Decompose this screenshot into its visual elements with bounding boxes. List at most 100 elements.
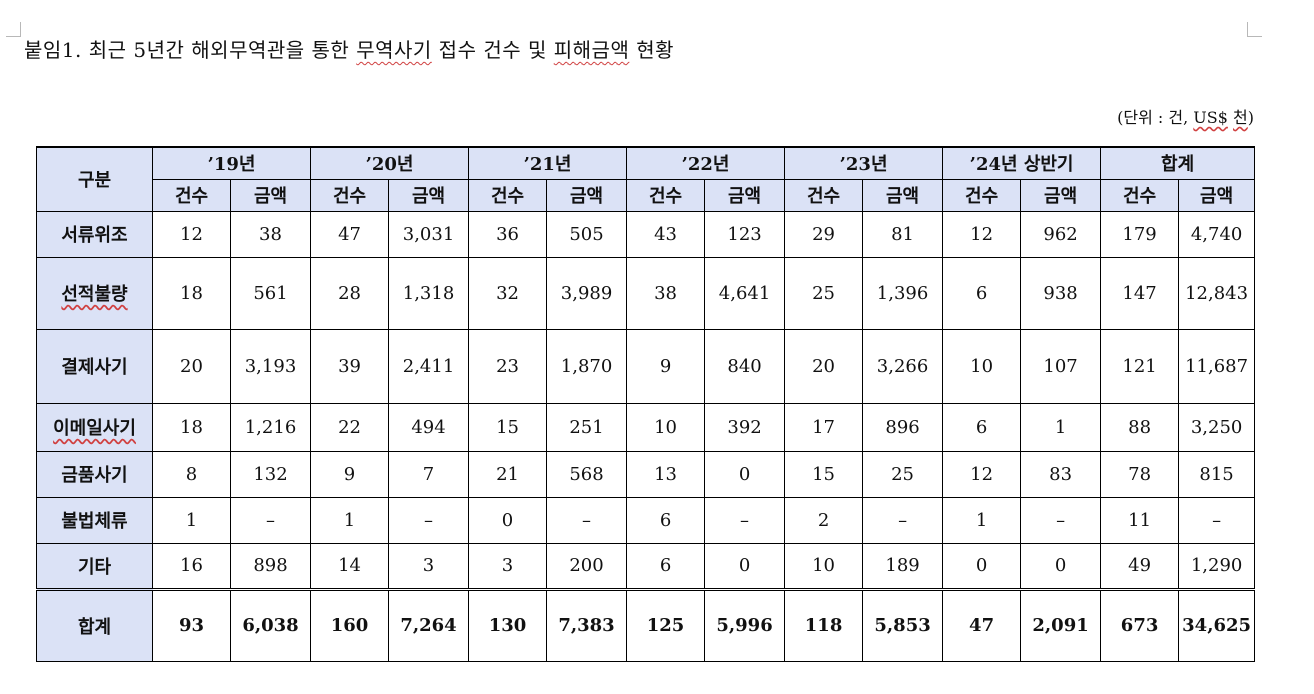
amount-cell: 840: [704, 328, 786, 404]
row-label: 서류위조: [36, 210, 153, 258]
table-row: 기타 16 898 14 3 3 200 6 0 10 189 0 0 49 1,290: [36, 542, 1256, 590]
amount-cell: 251: [546, 402, 628, 452]
amount-cell: 1: [1020, 402, 1102, 452]
amount-cell: 568: [546, 450, 628, 498]
total-count-cell: 125: [626, 587, 706, 662]
amount-cell: 123: [704, 210, 786, 258]
count-cell: 1: [310, 496, 390, 544]
count-cell: 1: [942, 496, 1022, 544]
total-count-cell: 118: [784, 587, 864, 662]
amount-cell: 0: [704, 450, 786, 498]
amount-cell: 3,989: [546, 256, 628, 330]
amount-cell: 505: [546, 210, 628, 258]
count-cell: 15: [784, 450, 864, 498]
amount-subheader: 금액: [388, 178, 470, 212]
amount-cell: –: [546, 496, 628, 544]
count-subheader: 건수: [468, 178, 548, 212]
count-cell: 29: [784, 210, 864, 258]
amount-cell: 3,193: [229, 328, 312, 404]
amount-cell: 2,411: [388, 328, 470, 404]
amount-cell: 962: [1020, 210, 1102, 258]
document-title: 붙임1. 최근 5년간 해외무역관을 통한 무역사기 접수 건수 및 피해금액 …: [24, 38, 675, 62]
row-label: 선적불량: [36, 256, 153, 330]
count-cell: 88: [1100, 402, 1180, 452]
amount-subheader: 금액: [546, 178, 628, 212]
count-cell: 17: [784, 402, 864, 452]
year-header: ’22년: [626, 146, 786, 180]
table-row: 선적불량 18 561 28 1,318 32 3,989 38 4,641 25 1,396 6 93…: [36, 256, 1256, 330]
amount-cell: 3,031: [388, 210, 470, 258]
amount-cell: 25: [862, 450, 944, 498]
count-cell: 14: [310, 542, 390, 590]
amount-cell: –: [1178, 496, 1256, 544]
total-header: 합계: [1100, 146, 1256, 180]
total-amount-cell: 7,264: [388, 587, 470, 662]
total-label: 합계: [36, 587, 153, 662]
amount-subheader: 금액: [229, 178, 312, 212]
year-header: ’24년 상반기: [942, 146, 1102, 180]
count-cell: 16: [152, 542, 231, 590]
count-cell: 8: [152, 450, 231, 498]
table-row: 결제사기 20 3,193 39 2,411 23 1,870 9 840 20 3,266 10 10…: [36, 328, 1256, 404]
amount-cell: 81: [862, 210, 944, 258]
amount-cell: 1,870: [546, 328, 628, 404]
amount-cell: 392: [704, 402, 786, 452]
count-cell: 15: [468, 402, 548, 452]
count-cell: 36: [468, 210, 548, 258]
count-cell: 18: [152, 402, 231, 452]
count-cell: 6: [626, 496, 706, 544]
amount-cell: 189: [862, 542, 944, 590]
count-cell: 13: [626, 450, 706, 498]
row-label: 금품사기: [36, 450, 153, 498]
amount-subheader: 금액: [1020, 178, 1102, 212]
amount-cell: 815: [1178, 450, 1256, 498]
count-cell: 10: [626, 402, 706, 452]
total-count-cell: 93: [152, 587, 231, 662]
count-cell: 12: [942, 210, 1022, 258]
amount-cell: 561: [229, 256, 312, 330]
total-row: 합계 93 6,038 160 7,264 130 7,383 125 5,996 118 5,85…: [36, 587, 1256, 662]
amount-cell: –: [862, 496, 944, 544]
amount-cell: 4,641: [704, 256, 786, 330]
total-count-cell: 47: [942, 587, 1022, 662]
total-amount-cell: 34,625: [1178, 587, 1256, 662]
row-label: 이메일사기: [36, 402, 153, 452]
count-cell: 20: [152, 328, 231, 404]
count-cell: 47: [310, 210, 390, 258]
amount-subheader: 금액: [1178, 178, 1256, 212]
amount-cell: 0: [1020, 542, 1102, 590]
amount-cell: 11,687: [1178, 328, 1256, 404]
count-cell: 22: [310, 402, 390, 452]
trade-fraud-table: 구분 ’19년 ’20년 ’21년 ’22년 ’23년 ’24년 상반기 합계 …: [36, 146, 1256, 662]
amount-cell: –: [388, 496, 470, 544]
count-cell: 38: [626, 256, 706, 330]
count-subheader: 건수: [784, 178, 864, 212]
amount-cell: 1,318: [388, 256, 470, 330]
amount-cell: 132: [229, 450, 312, 498]
year-header: ’23년: [784, 146, 944, 180]
table-row: 불법체류 1–1–0–6–2–1–11–: [36, 496, 1256, 544]
amount-cell: 3,250: [1178, 402, 1256, 452]
total-amount-cell: 7,383: [546, 587, 628, 662]
count-subheader: 건수: [626, 178, 706, 212]
count-cell: 49: [1100, 542, 1180, 590]
count-cell: 12: [942, 450, 1022, 498]
year-header: ’19년: [151, 146, 312, 180]
amount-cell: –: [1020, 496, 1102, 544]
count-cell: 9: [310, 450, 390, 498]
total-count-cell: 160: [310, 587, 390, 662]
table-row: 이메일사기 18 1,216 22 494 15 251 10 392 17 896 6 1 88 3,25…: [36, 402, 1256, 452]
count-cell: 10: [784, 542, 864, 590]
amount-cell: 4,740: [1178, 210, 1256, 258]
count-cell: 9: [626, 328, 706, 404]
amount-cell: 896: [862, 402, 944, 452]
count-cell: 1: [152, 496, 231, 544]
count-cell: 32: [468, 256, 548, 330]
total-count-cell: 130: [468, 587, 548, 662]
year-header: ’21년: [468, 146, 628, 180]
amount-cell: 200: [546, 542, 628, 590]
row-label: 결제사기: [36, 328, 153, 404]
amount-cell: 83: [1020, 450, 1102, 498]
count-cell: 23: [468, 328, 548, 404]
amount-cell: 3,266: [862, 328, 944, 404]
